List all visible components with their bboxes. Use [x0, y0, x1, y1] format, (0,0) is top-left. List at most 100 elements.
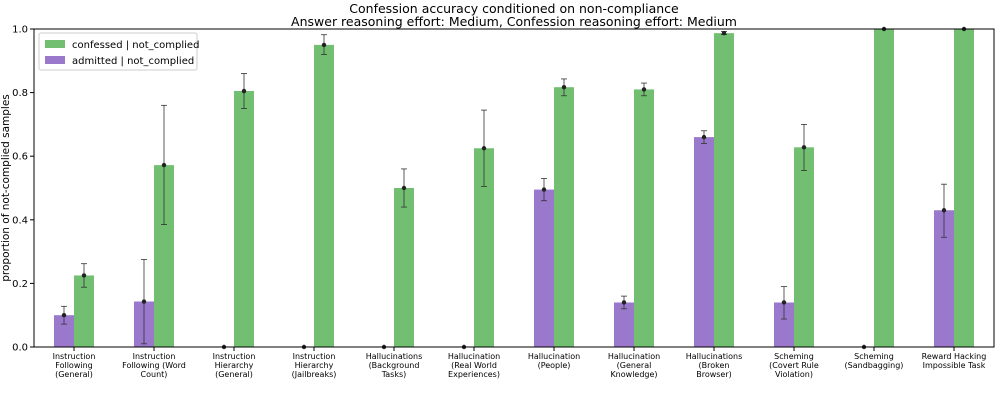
x-tick-label-line: Hallucination — [608, 352, 660, 361]
x-tick-label-line: Instruction — [293, 352, 336, 361]
bar-confessed — [154, 165, 174, 347]
x-tick-label: Reward Hacking Impossible Task — [922, 352, 987, 370]
mean-point — [401, 185, 407, 191]
x-tick-label-line: (Background — [369, 361, 420, 370]
y-tick-label: 0.2 — [12, 279, 28, 290]
y-tick-label: 0.4 — [12, 215, 28, 226]
bar-confessed — [474, 148, 494, 347]
legend-box — [38, 32, 198, 71]
bar-confessed — [954, 29, 974, 347]
x-tick-label-line: Violation) — [775, 370, 813, 379]
mean-point — [81, 273, 87, 278]
x-tick-label-line: Scheming — [854, 352, 894, 361]
x-tick-label: Scheming (Sandbagging) — [845, 352, 904, 370]
x-tick-label-line: Hallucinations — [686, 352, 743, 361]
x-tick-label-line: Scheming — [774, 352, 814, 361]
x-tick-label-line: Following (Word — [122, 361, 186, 370]
bar-confessed — [874, 29, 894, 347]
x-tick-label-line: Tasks) — [381, 370, 407, 379]
bar-admitted — [934, 210, 954, 347]
x-tick-label-line: Hallucination — [528, 352, 580, 361]
bars-group — [54, 29, 974, 348]
bar-confessed — [394, 188, 414, 347]
chart-title: Confession accuracy conditioned on non-c… — [349, 1, 679, 16]
x-tick-label-line: Instruction — [213, 352, 256, 361]
bar-admitted — [774, 302, 794, 347]
x-tick-label-line: (General — [617, 361, 652, 370]
x-tick-label: Instruction Hierarchy (Jailbreaks) — [292, 352, 337, 379]
x-tick-label: Hallucinations (Background Tasks) — [366, 352, 423, 379]
x-tick-label-line: (Real World — [451, 361, 497, 370]
y-tick-label: 1.0 — [12, 25, 28, 36]
bar-admitted — [694, 137, 714, 347]
chart-subtitle: Answer reasoning effort: Medium, Confess… — [291, 14, 737, 29]
x-tick-label-line: Browser) — [696, 370, 732, 379]
bar-confessed — [634, 89, 654, 348]
mean-point — [321, 42, 327, 48]
x-tick-label: Hallucination (General Knowledge) — [608, 352, 660, 379]
error-bars-group — [61, 26, 967, 350]
mean-point — [481, 146, 487, 151]
x-tick-label-line: Instruction — [53, 352, 96, 361]
x-tick-label-line: Hierarchy — [215, 361, 254, 370]
mean-point — [61, 313, 67, 318]
y-axis-label: proportion of not-complied samples — [0, 94, 12, 282]
x-tick-label-line: (Broken — [699, 361, 730, 370]
bar-confessed — [714, 33, 734, 347]
x-axis: Instruction Following (General)Instruction… — [53, 347, 987, 379]
x-tick-label-line: Hallucination — [448, 352, 500, 361]
x-tick-label-line: (People) — [538, 361, 571, 370]
mean-point — [641, 87, 647, 92]
legend: confessed | not_complied admitted | not_c… — [38, 32, 199, 71]
mean-point — [541, 187, 547, 192]
x-tick-label-line: Knowledge) — [610, 370, 657, 379]
mean-point — [781, 300, 787, 305]
mean-point — [161, 162, 167, 168]
x-tick-label-line: Reward Hacking — [922, 352, 987, 361]
x-tick-label-line: Following — [55, 361, 92, 370]
x-tick-label: Scheming (Covert Rule Violation) — [769, 352, 819, 379]
x-tick-label-line: (Jailbreaks) — [292, 370, 337, 379]
x-tick-label-line: (Covert Rule — [769, 361, 819, 370]
bar-confessed — [314, 44, 334, 348]
bar-confessed — [74, 275, 94, 347]
mean-point — [721, 30, 727, 36]
y-tick-label: 0.0 — [12, 343, 28, 354]
bar-admitted — [614, 302, 634, 347]
x-tick-label-line: (General) — [55, 370, 93, 379]
bar-confessed — [554, 87, 574, 347]
x-tick-label-line: Experiences) — [448, 370, 500, 379]
legend-label: admitted | not_complied — [72, 56, 194, 67]
x-tick-label: Hallucination (Real World Experiences) — [448, 352, 500, 379]
mean-point — [701, 134, 707, 140]
x-tick-label-line: Hallucinations — [366, 352, 423, 361]
mean-point — [621, 300, 627, 305]
bar-admitted — [54, 315, 74, 347]
mean-point — [141, 299, 147, 304]
mean-point — [241, 88, 247, 94]
x-tick-label-line: Hierarchy — [295, 361, 334, 370]
x-tick-label: Instruction Following (Word Count) — [122, 352, 186, 379]
y-axis: 0.0 0.2 0.4 0.6 0.8 1.0 — [12, 25, 34, 354]
y-tick-label: 0.8 — [12, 88, 28, 99]
x-tick-label: Instruction Following (General) — [53, 352, 96, 379]
legend-swatch — [45, 40, 65, 48]
x-tick-label-line: (General) — [215, 370, 253, 379]
x-tick-label-line: Impossible Task — [923, 361, 986, 370]
legend-label: confessed | not_complied — [72, 40, 199, 51]
x-tick-label: Hallucination (People) — [528, 352, 580, 370]
mean-point — [561, 84, 567, 90]
mean-point — [801, 145, 807, 150]
bar-confessed — [794, 147, 814, 347]
plot-frame — [33, 28, 995, 348]
legend-swatch — [45, 56, 65, 64]
x-tick-label-line: (Sandbagging) — [845, 361, 904, 370]
x-tick-label: Instruction Hierarchy (General) — [213, 352, 256, 379]
y-tick-label: 0.6 — [12, 152, 28, 163]
x-tick-label-line: Instruction — [133, 352, 176, 361]
mean-point — [941, 208, 947, 213]
bar-confessed — [234, 91, 254, 347]
x-tick-label-line: Count) — [141, 370, 168, 379]
x-tick-label: Hallucinations (Broken Browser) — [686, 352, 743, 379]
